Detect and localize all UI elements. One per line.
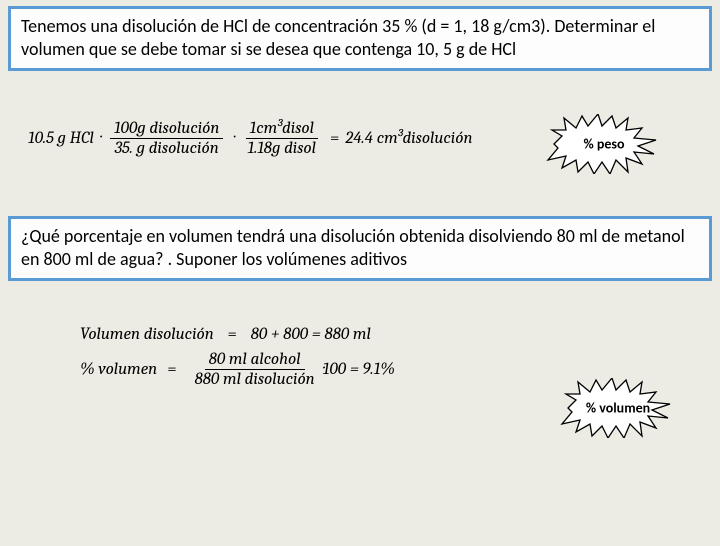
formula1-frac2: 1cm³disol 1.18g disol bbox=[244, 119, 321, 158]
formula2-l2-den: 880 ml disolución bbox=[191, 370, 319, 389]
formula2-l2-lhs: % volumen bbox=[80, 360, 157, 379]
burst-volumen-label: % volumen bbox=[586, 400, 650, 417]
formula2-l2-tail: ·100 = 9.1% bbox=[323, 360, 395, 379]
problem1-box: Tenemos una disolución de HCl de concent… bbox=[8, 6, 712, 71]
formula1-frac1: 100g disolución 35. g disolución bbox=[110, 119, 223, 158]
problem2-text: ¿Qué porcentaje en volumen tendrá una di… bbox=[21, 225, 685, 270]
formula2-frac: 80 ml alcohol 880 ml disolución bbox=[191, 350, 319, 389]
eq1: = bbox=[330, 129, 339, 148]
formula1-f1-num: 100g disolución bbox=[110, 119, 223, 139]
formula2-l2-num: 80 ml alcohol bbox=[205, 350, 305, 370]
problem1-text: Tenemos una disolución de HCl de concent… bbox=[21, 15, 655, 60]
burst-volumen: % volumen bbox=[548, 378, 688, 438]
formula1-f2-num: 1cm³disol bbox=[246, 119, 318, 139]
formula2-l1-lhs: Volumen disolución bbox=[80, 325, 214, 344]
formula2-line1: Volumen disolución = 80 + 800 = 880 ml bbox=[80, 325, 720, 344]
formula1-f2-den: 1.18g disol bbox=[244, 139, 321, 158]
problem2-box: ¿Qué porcentaje en volumen tendrá una di… bbox=[8, 216, 712, 281]
burst-peso-label: % peso bbox=[583, 136, 624, 153]
formula2-l1-rhs: 80 + 800 = 880 ml bbox=[251, 325, 371, 344]
formula1-lead: 10.5 g HCl bbox=[28, 129, 94, 148]
burst-peso: % peso bbox=[544, 114, 664, 174]
eq2b: = bbox=[167, 360, 176, 379]
eq2a: = bbox=[228, 325, 237, 344]
formula1-result: 24.4 cm³disolución bbox=[345, 129, 472, 148]
formula1-f1-den: 35. g disolución bbox=[111, 139, 223, 158]
